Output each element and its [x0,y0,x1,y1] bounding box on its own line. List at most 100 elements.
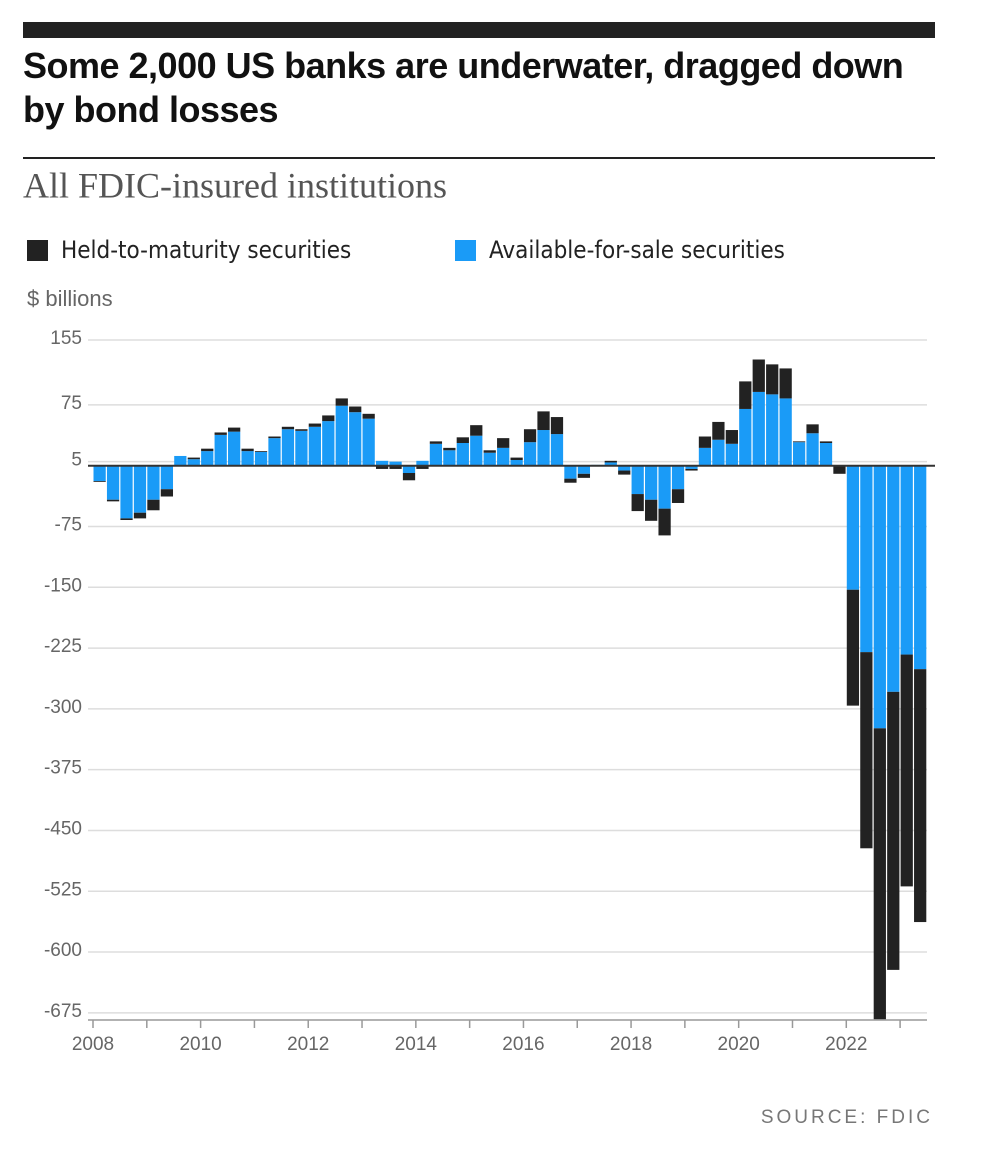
bar [739,408,752,466]
bar [174,455,187,466]
bar [160,465,174,490]
bar [295,430,308,466]
bar [846,465,860,590]
bar [510,460,523,466]
bar [335,405,348,466]
bar [147,499,160,511]
legend-label: Held-to-maturity securities [61,236,351,264]
y-tick-label: -525 [44,879,82,900]
bar [698,447,712,466]
bar [389,461,402,466]
bar [523,442,537,466]
bar [402,465,416,473]
bar [766,394,779,466]
y-tick-label: -375 [44,758,82,779]
bar [214,434,227,466]
bar [268,436,281,439]
bar [618,465,631,471]
bar [470,425,483,436]
source: SOURCE: FDIC [761,1107,933,1128]
bar [564,478,577,483]
bar [322,415,335,422]
bar [914,465,927,670]
y-tick-label: 75 [61,393,82,414]
bar [860,465,873,653]
bar [389,465,402,469]
bar [900,654,913,887]
bar [362,418,375,466]
bar [160,489,174,497]
y-tick-label: -225 [44,636,82,657]
bar [483,452,496,466]
x-tick-label: 2014 [395,1034,438,1055]
bar [550,417,564,435]
title-box: Some 2,000 US banks are underwater, drag… [23,45,904,130]
bar [187,457,200,460]
bar [470,435,483,466]
bar [120,518,133,521]
bar [537,430,550,466]
bar [281,429,295,466]
bar [120,465,133,519]
x-tick-label: 2022 [825,1034,867,1055]
bar [443,450,456,466]
bar [335,398,348,406]
bar [429,441,443,444]
x-tick-label: 2012 [287,1034,329,1055]
bar [604,462,617,466]
legend-label: Available-for-sale securities [489,236,785,264]
bar [268,438,281,466]
bar [201,451,214,466]
bar [792,442,806,466]
bar [106,499,120,502]
bar [577,473,591,478]
bar [671,465,685,490]
bar [618,470,631,475]
bar [645,499,658,521]
y-tick-label: -600 [44,940,82,961]
y-tick-label: -150 [44,575,82,596]
bar [806,424,819,434]
bar [456,442,469,466]
bar [806,433,819,466]
bar [93,481,106,482]
bar [739,381,752,409]
x-tick-label: 2016 [502,1034,544,1055]
legend-swatch [455,240,476,261]
bar [914,669,927,923]
legend-swatch [27,240,48,261]
bar [873,728,886,1020]
y-tick-label: 155 [50,328,82,349]
bar [295,429,308,431]
bar [685,468,698,471]
bar [873,465,886,729]
bar [443,447,456,451]
y-tick-label: -675 [44,1001,82,1022]
bar [671,489,685,503]
bar [349,406,362,413]
bar [322,421,335,466]
bar [429,443,443,466]
bar [402,472,416,481]
bar [833,466,846,474]
bar [712,439,725,466]
bar [241,448,254,452]
bar [497,447,510,466]
bar [523,429,537,443]
bar [846,589,860,706]
bar [362,413,375,419]
chart-title: Some 2,000 US banks are underwater, drag… [23,45,904,130]
top-rule [23,22,935,38]
bar [752,359,765,392]
bar [483,450,496,453]
bar [900,465,913,655]
bar [725,443,738,466]
bar [712,421,725,440]
y-tick-label: 5 [71,450,82,471]
x-tick-label: 2020 [718,1034,760,1055]
bar [416,465,429,469]
bar [228,427,241,432]
bar [645,465,658,500]
bar [604,460,617,463]
bar [187,459,200,466]
